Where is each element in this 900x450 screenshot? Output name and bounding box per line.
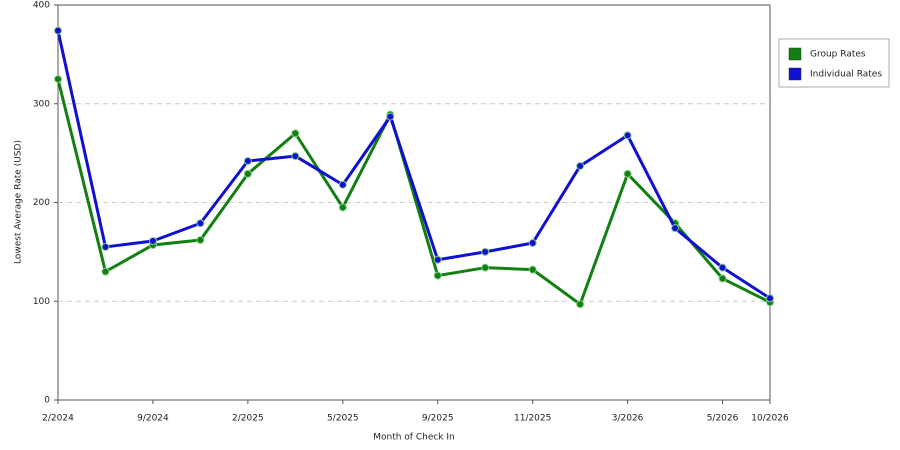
data-point bbox=[481, 247, 490, 256]
x-tick-label: 9/2024 bbox=[137, 414, 169, 424]
data-point bbox=[433, 255, 442, 264]
legend-label: Individual Rates bbox=[810, 70, 882, 80]
data-point bbox=[718, 263, 727, 272]
data-point bbox=[718, 274, 727, 283]
data-point bbox=[433, 271, 442, 280]
data-point bbox=[291, 129, 300, 138]
y-axis-label: Lowest Average Rate (USD) bbox=[14, 140, 24, 264]
x-tick-label: 2/2025 bbox=[232, 414, 264, 424]
data-point bbox=[101, 267, 110, 276]
data-point bbox=[243, 169, 252, 178]
data-point bbox=[766, 294, 774, 303]
data-point bbox=[338, 203, 347, 212]
x-tick-label: 5/2026 bbox=[707, 414, 739, 424]
data-point bbox=[623, 169, 632, 178]
legend-swatch bbox=[788, 67, 802, 81]
y-tick-label: 300 bbox=[33, 99, 50, 109]
data-point bbox=[291, 152, 300, 161]
x-axis-label: Month of Check In bbox=[373, 433, 455, 443]
x-tick-label: 5/2025 bbox=[327, 414, 359, 424]
data-point bbox=[481, 263, 490, 272]
y-tick-label: 400 bbox=[33, 1, 50, 11]
data-point bbox=[386, 112, 395, 121]
data-point bbox=[243, 157, 252, 166]
data-point bbox=[54, 26, 62, 35]
data-point bbox=[623, 131, 632, 140]
data-point bbox=[576, 161, 585, 170]
y-tick-label: 200 bbox=[33, 198, 50, 208]
data-point bbox=[148, 237, 157, 246]
data-point bbox=[528, 265, 537, 274]
series-line bbox=[56, 30, 771, 300]
y-tick-label: 100 bbox=[33, 297, 50, 307]
x-tick-label: 10/2026 bbox=[751, 414, 789, 424]
y-tick-label: 0 bbox=[44, 396, 50, 406]
data-point bbox=[338, 180, 347, 189]
x-tick-label: 9/2025 bbox=[422, 414, 454, 424]
data-point bbox=[576, 300, 585, 309]
data-point bbox=[196, 219, 205, 228]
x-tick-label: 11/2025 bbox=[514, 414, 551, 424]
x-tick-label: 3/2026 bbox=[612, 414, 644, 424]
data-point bbox=[101, 242, 110, 251]
data-point bbox=[54, 75, 62, 84]
data-point bbox=[671, 224, 680, 233]
legend-label: Group Rates bbox=[810, 50, 866, 60]
series-line bbox=[56, 78, 771, 306]
data-point bbox=[528, 238, 537, 247]
x-tick-label: 2/2024 bbox=[42, 414, 74, 424]
legend-swatch bbox=[788, 47, 802, 61]
data-point bbox=[196, 236, 205, 245]
